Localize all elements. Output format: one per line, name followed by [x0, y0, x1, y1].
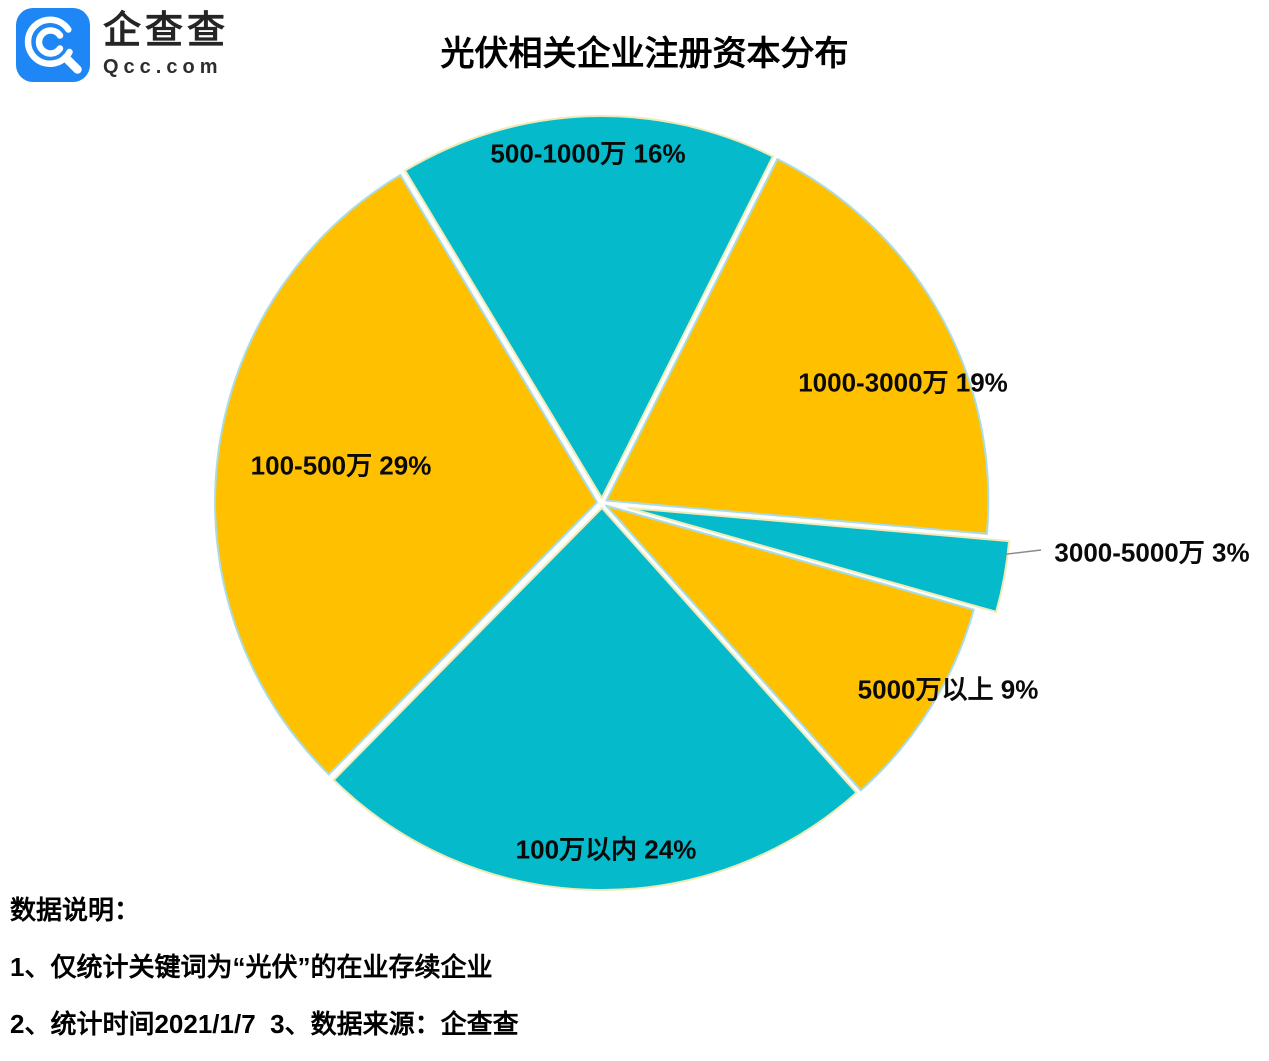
chart-title: 光伏相关企业注册资本分布	[440, 35, 849, 73]
slice-label-3000-5000wan: 3000-5000万 3%	[1054, 537, 1250, 568]
note-line-2: 2、统计时间2021/1/7 3、数据来源：企查查	[10, 1009, 519, 1039]
pie-slice-0	[404, 115, 774, 500]
note-line-1: 1、仅统计关键词为“光伏”的在业存续企业	[10, 952, 493, 982]
pie-slice-1	[605, 157, 990, 535]
notes-heading: 数据说明：	[10, 895, 141, 925]
logo-text: 企查查 Qcc.com	[103, 10, 230, 79]
slice-label-5000wan-plus: 5000万以上 9%	[857, 674, 1039, 705]
slice-label-500-1000wan: 500-1000万 16%	[490, 138, 686, 169]
data-notes: 数据说明： 1、仅统计关键词为“光伏”的在业存续企业 2、统计时间2021/1/…	[10, 890, 519, 1061]
slice-label-1000-3000wan: 1000-3000万 19%	[798, 367, 1008, 398]
leader-line	[1005, 549, 1042, 555]
pie-slice-4	[332, 506, 858, 891]
qcc-logo: 企查查 Qcc.com	[16, 8, 229, 82]
brand-domain: Qcc.com	[103, 55, 223, 78]
pie-slice-2	[627, 506, 1011, 613]
slice-label-under-100wan: 100万以内 24%	[515, 834, 697, 865]
pie-chart	[214, 115, 1042, 891]
qcc-magnifier-icon	[16, 8, 90, 82]
slice-label-100-500wan: 100-500万 29%	[250, 450, 432, 481]
brand-name-cn: 企查查	[103, 10, 230, 53]
pie-slice-3	[605, 504, 975, 792]
pie-slice-5	[214, 173, 599, 776]
